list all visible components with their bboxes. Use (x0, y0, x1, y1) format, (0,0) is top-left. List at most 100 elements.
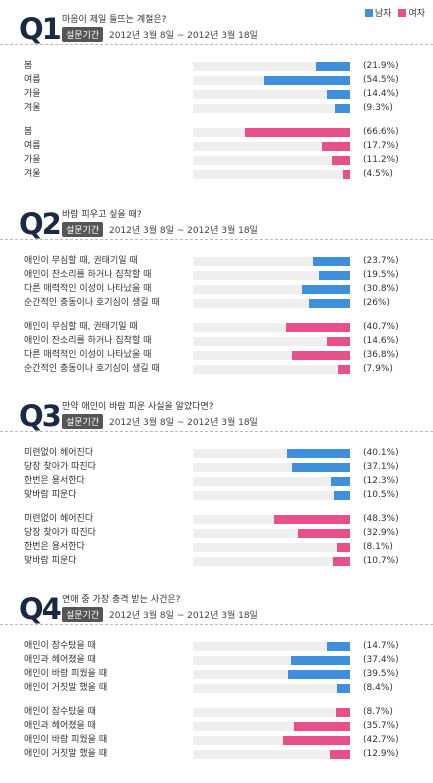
bar-row: 겨울 (9.3%) (0, 102, 433, 115)
value-label: (32.9%) (363, 528, 399, 538)
value-label: (4.5%) (363, 169, 393, 179)
bar-female (338, 365, 350, 374)
value-label: (8.1%) (363, 542, 393, 552)
bar-row: 애인이 잠수탔을 때 (14.7%) (0, 640, 433, 653)
bar-male (264, 76, 350, 85)
bar-row: 애인이 무심할 때, 권태기일 때 (40.7%) (0, 321, 433, 334)
bar-row: 한번은 용서한다 (8.1%) (0, 541, 433, 554)
value-label: (36.8%) (363, 350, 399, 360)
divider (0, 239, 433, 240)
bar-track (193, 750, 350, 759)
value-label: (12.3%) (363, 476, 399, 486)
value-label: (7.9%) (363, 364, 393, 374)
bar-track (193, 323, 350, 332)
bar-track (193, 142, 350, 151)
legend-female: 여자 (398, 6, 425, 19)
category-label: 겨울 (24, 103, 41, 113)
bar-track (193, 708, 350, 717)
bar-track (193, 257, 350, 266)
bar-track (193, 271, 350, 280)
bar-track (193, 670, 350, 679)
survey-period: 2012년 3월 8일 ~ 2012년 3월 18일 (109, 611, 258, 621)
bar-row: 다른 매력적인 이성이 나타났을 때 (36.8%) (0, 349, 433, 362)
category-label: 애인과 헤어졌을 때 (24, 721, 96, 731)
category-label: 맞바람 피운다 (24, 490, 77, 500)
bar-row: 애인이 잔소리를 하거나 집착할 때 (19.5%) (0, 269, 433, 282)
bar-row: 봄 (66.6%) (0, 126, 433, 139)
category-label: 애인이 잠수탔을 때 (24, 641, 96, 651)
value-label: (14.6%) (363, 336, 399, 346)
legend-male-label: 남자 (374, 9, 392, 19)
value-label: (19.5%) (363, 270, 399, 280)
divider (0, 431, 433, 432)
bar-male (316, 62, 350, 71)
bar-row: 당장 찾아가 따진다 (37.1%) (0, 461, 433, 474)
bar-track (193, 62, 350, 71)
bar-track (193, 642, 350, 651)
bar-track (193, 491, 350, 500)
value-label: (48.3%) (363, 514, 399, 524)
bar-female (336, 708, 350, 717)
bar-track (193, 90, 350, 99)
bar-track (193, 351, 350, 360)
question-title: 마음이 제일 들뜨는 계절은? (62, 15, 167, 25)
category-label: 여름 (24, 75, 41, 85)
bar-row: 애인이 무심할 때, 권태기일 때 (23.7%) (0, 255, 433, 268)
bar-track (193, 722, 350, 731)
legend-female-label: 여자 (408, 9, 425, 19)
category-label: 애인이 바람 피웠을 때 (24, 735, 108, 745)
question-title: 만약 애인이 바람 피운 사실을 알았다면? (62, 402, 214, 412)
category-label: 여름 (24, 141, 41, 151)
value-label: (14.4%) (363, 89, 399, 99)
bar-male (331, 477, 350, 486)
bar-track (193, 656, 350, 665)
bar-female (337, 543, 350, 552)
bar-male (302, 285, 350, 294)
survey-period-badge: 설문기간 (62, 607, 104, 622)
bar-row: 맞바람 피운다 (10.5%) (0, 489, 433, 502)
category-label: 미련없이 헤어진다 (24, 448, 94, 458)
value-label: (35.7%) (363, 721, 399, 731)
bar-row: 한번은 용서한다 (12.3%) (0, 475, 433, 488)
category-label: 맞바람 피운다 (24, 556, 77, 566)
bar-male (287, 449, 350, 458)
value-label: (30.8%) (363, 284, 399, 294)
bar-track (193, 449, 350, 458)
bar-track (193, 529, 350, 538)
bar-male (335, 104, 350, 113)
category-label: 봄 (24, 127, 33, 137)
bar-track (193, 477, 350, 486)
survey-period-badge: 설문기간 (62, 414, 104, 429)
bar-male (292, 463, 350, 472)
category-label: 순간적인 충동이나 호기심이 생길 때 (24, 364, 160, 374)
category-label: 겨울 (24, 169, 41, 179)
category-label: 한번은 용서한다 (24, 542, 85, 552)
category-label: 다른 매력적인 이성이 나타났을 때 (24, 284, 152, 294)
legend-male-swatch (364, 8, 373, 17)
bar-row: 애인이 거짓말 했을 때 (12.9%) (0, 748, 433, 761)
bar-row: 여름 (17.7%) (0, 140, 433, 153)
category-label: 한번은 용서한다 (24, 476, 85, 486)
value-label: (42.7%) (363, 735, 399, 745)
value-label: (11.2%) (363, 155, 399, 165)
legend-female-swatch (398, 8, 407, 17)
value-label: (40.7%) (363, 322, 399, 332)
survey-period: 2012년 3월 8일 ~ 2012년 3월 18일 (109, 418, 258, 428)
bar-row: 애인이 바람 피웠을 때 (42.7%) (0, 734, 433, 747)
bar-row: 겨울 (4.5%) (0, 168, 433, 181)
survey-period: 2012년 3월 8일 ~ 2012년 3월 18일 (109, 31, 258, 41)
bar-female (343, 170, 350, 179)
value-label: (39.5%) (363, 669, 399, 679)
bar-row: 당장 찾아가 따진다 (32.9%) (0, 527, 433, 540)
bar-track (193, 557, 350, 566)
bar-male (327, 90, 350, 99)
value-label: (17.7%) (363, 141, 399, 151)
bar-row: 가을 (14.4%) (0, 88, 433, 101)
category-label: 애인이 무심할 때, 권태기일 때 (24, 322, 138, 332)
category-label: 애인이 무심할 때, 권태기일 때 (24, 256, 138, 266)
question-header: Q2. 바람 피우고 싶을 때? 설문기간 2012년 3월 8일 ~ 2012년 3… (19, 205, 419, 245)
bar-row: 미련없이 헤어진다 (48.3%) (0, 513, 433, 526)
bar-row: 애인이 잠수탔을 때 (8.7%) (0, 706, 433, 719)
category-label: 당장 찾아가 따진다 (24, 462, 96, 472)
bar-male (313, 257, 350, 266)
